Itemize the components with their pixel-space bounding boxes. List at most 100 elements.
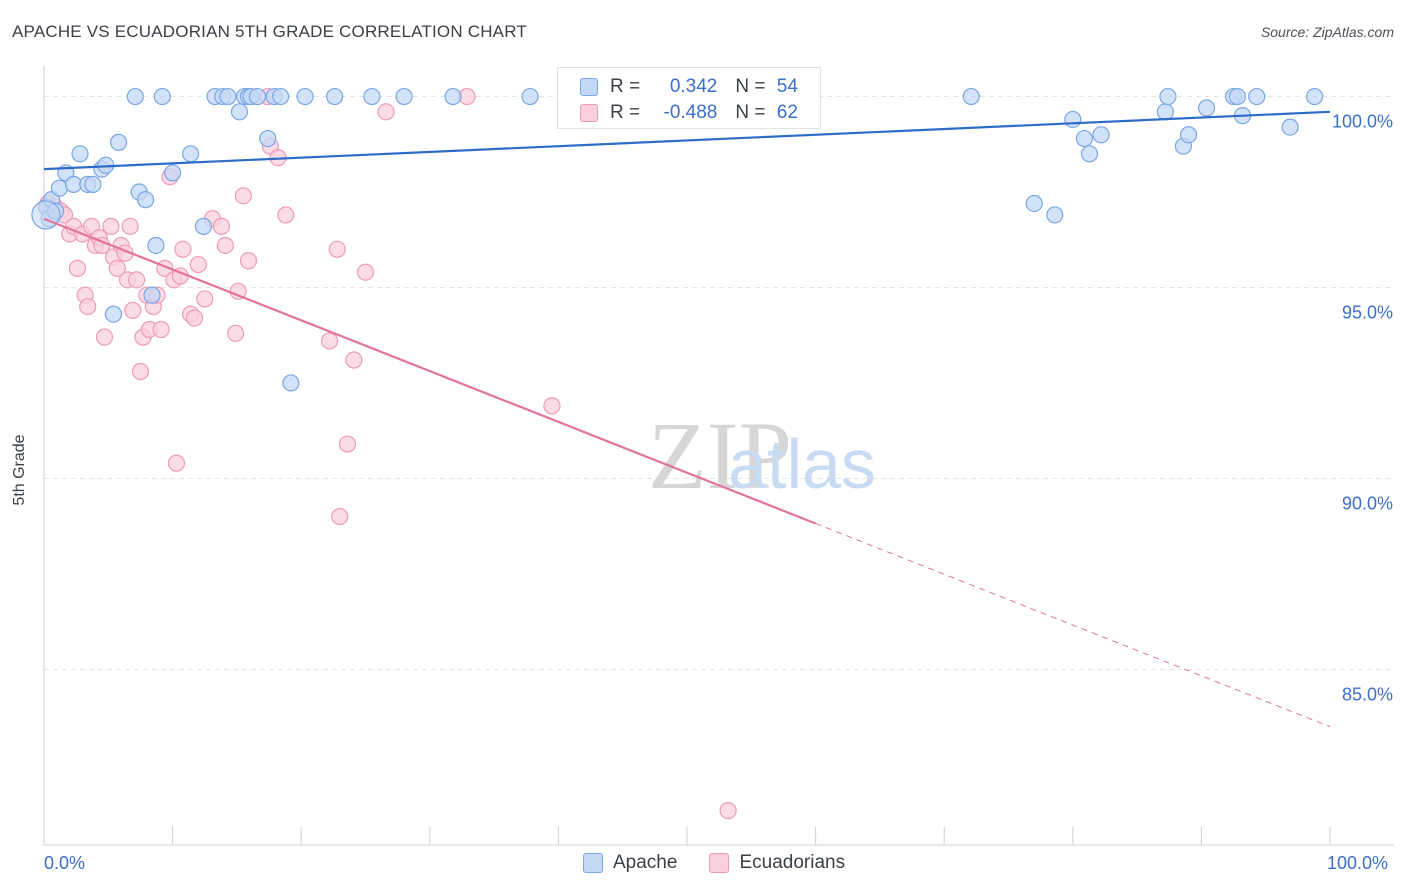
r-label: R = bbox=[610, 76, 646, 97]
y-tick-labels: 100.0% 95.0% 90.0% 85.0% bbox=[1332, 112, 1393, 705]
data-point bbox=[212, 217, 231, 235]
data-point bbox=[320, 332, 339, 350]
data-point bbox=[234, 187, 252, 205]
data-point bbox=[124, 301, 142, 319]
data-point bbox=[962, 87, 980, 106]
data-point bbox=[377, 103, 395, 121]
r-value: 0.342 bbox=[669, 76, 718, 97]
apache-legend-label: Apache bbox=[613, 852, 678, 873]
data-point bbox=[259, 129, 277, 148]
trend-line-solid bbox=[43, 217, 817, 525]
legend-item-ecuadorians[interactable]: Ecuadorians bbox=[709, 852, 845, 874]
x-tick-label-min: 0.0% bbox=[44, 853, 86, 873]
data-point bbox=[196, 290, 214, 308]
data-point bbox=[328, 240, 346, 258]
y-tick-label: 95.0% bbox=[1342, 302, 1393, 322]
data-point bbox=[1080, 145, 1099, 163]
data-point bbox=[185, 309, 204, 327]
data-point bbox=[1092, 126, 1110, 144]
ecuadorians-legend-swatch bbox=[709, 853, 730, 873]
data-point bbox=[543, 397, 561, 415]
data-point bbox=[395, 87, 413, 106]
trend-line-dashed bbox=[815, 523, 1331, 728]
r-value: -0.488 bbox=[663, 102, 718, 123]
data-point bbox=[68, 259, 87, 277]
chart-title: APACHE VS ECUADORIAN 5TH GRADE CORRELATI… bbox=[12, 22, 527, 41]
data-point bbox=[104, 305, 123, 323]
data-point bbox=[121, 217, 139, 235]
stats-legend: R = 0.342 N = 54 R = -0.488 N = 62 bbox=[557, 67, 821, 129]
data-point bbox=[84, 175, 102, 193]
data-point bbox=[444, 87, 462, 106]
ecuadorians-swatch bbox=[580, 104, 598, 122]
data-point bbox=[131, 362, 150, 381]
data-point bbox=[216, 236, 234, 255]
data-point bbox=[1156, 103, 1174, 121]
n-value: 54 bbox=[776, 76, 798, 97]
data-point bbox=[109, 133, 128, 151]
data-point bbox=[282, 374, 300, 392]
y-tick-label: 90.0% bbox=[1342, 493, 1393, 513]
watermark-zip: ZIP bbox=[648, 402, 792, 509]
data-point bbox=[227, 324, 245, 342]
apache-swatch bbox=[580, 78, 598, 96]
gridlines bbox=[44, 96, 1394, 670]
data-point bbox=[356, 263, 375, 281]
data-point bbox=[219, 87, 237, 106]
data-point bbox=[1179, 126, 1198, 144]
data-point bbox=[127, 271, 146, 289]
trend-lines bbox=[43, 110, 1331, 728]
data-point bbox=[71, 145, 89, 163]
data-point bbox=[239, 252, 258, 270]
data-point bbox=[95, 328, 114, 346]
n-label: N = bbox=[735, 102, 771, 123]
data-point bbox=[164, 164, 182, 182]
data-point bbox=[126, 87, 144, 106]
data-point bbox=[194, 217, 213, 235]
watermark-atlas: atlas bbox=[728, 425, 876, 503]
n-value: 62 bbox=[776, 102, 798, 123]
chart-source: Source: ZipAtlas.com bbox=[1260, 24, 1394, 40]
data-point bbox=[136, 191, 155, 209]
data-point bbox=[152, 320, 170, 339]
data-point bbox=[1046, 206, 1064, 224]
data-point bbox=[338, 435, 357, 453]
data-point bbox=[1064, 110, 1082, 129]
legend-row-ecuadorians: R = -0.488 N = 62 bbox=[580, 101, 798, 125]
data-point bbox=[1281, 118, 1299, 136]
data-point bbox=[296, 87, 314, 106]
r-label: R = bbox=[610, 102, 646, 123]
data-point bbox=[153, 87, 171, 106]
data-point bbox=[326, 87, 344, 106]
data-point bbox=[230, 103, 249, 121]
data-point bbox=[248, 87, 267, 106]
data-point bbox=[174, 240, 192, 258]
data-point bbox=[147, 236, 165, 255]
data-point bbox=[189, 255, 207, 274]
data-point bbox=[272, 87, 290, 106]
data-point bbox=[182, 145, 200, 163]
n-label: N = bbox=[735, 76, 771, 97]
data-point bbox=[50, 179, 69, 197]
data-point bbox=[1075, 129, 1093, 148]
data-point bbox=[331, 507, 349, 526]
legend-row-apache: R = 0.342 N = 54 bbox=[580, 75, 798, 99]
data-point bbox=[719, 802, 737, 820]
ecuadorians-legend-label: Ecuadorians bbox=[739, 852, 846, 873]
legend-item-apache[interactable]: Apache bbox=[583, 852, 677, 874]
data-point bbox=[102, 217, 120, 235]
data-point bbox=[108, 259, 126, 277]
data-point bbox=[277, 206, 295, 224]
data-point bbox=[79, 297, 97, 316]
data-point bbox=[1248, 87, 1266, 106]
data-point bbox=[345, 351, 363, 369]
data-point bbox=[363, 87, 381, 106]
data-point bbox=[167, 454, 186, 472]
data-point bbox=[1305, 87, 1324, 106]
data-point bbox=[1159, 87, 1177, 106]
data-point bbox=[31, 200, 61, 230]
data-point bbox=[1228, 87, 1247, 106]
y-tick-label: 85.0% bbox=[1342, 684, 1393, 704]
series-legend: Apache Ecuadorians bbox=[583, 852, 877, 874]
